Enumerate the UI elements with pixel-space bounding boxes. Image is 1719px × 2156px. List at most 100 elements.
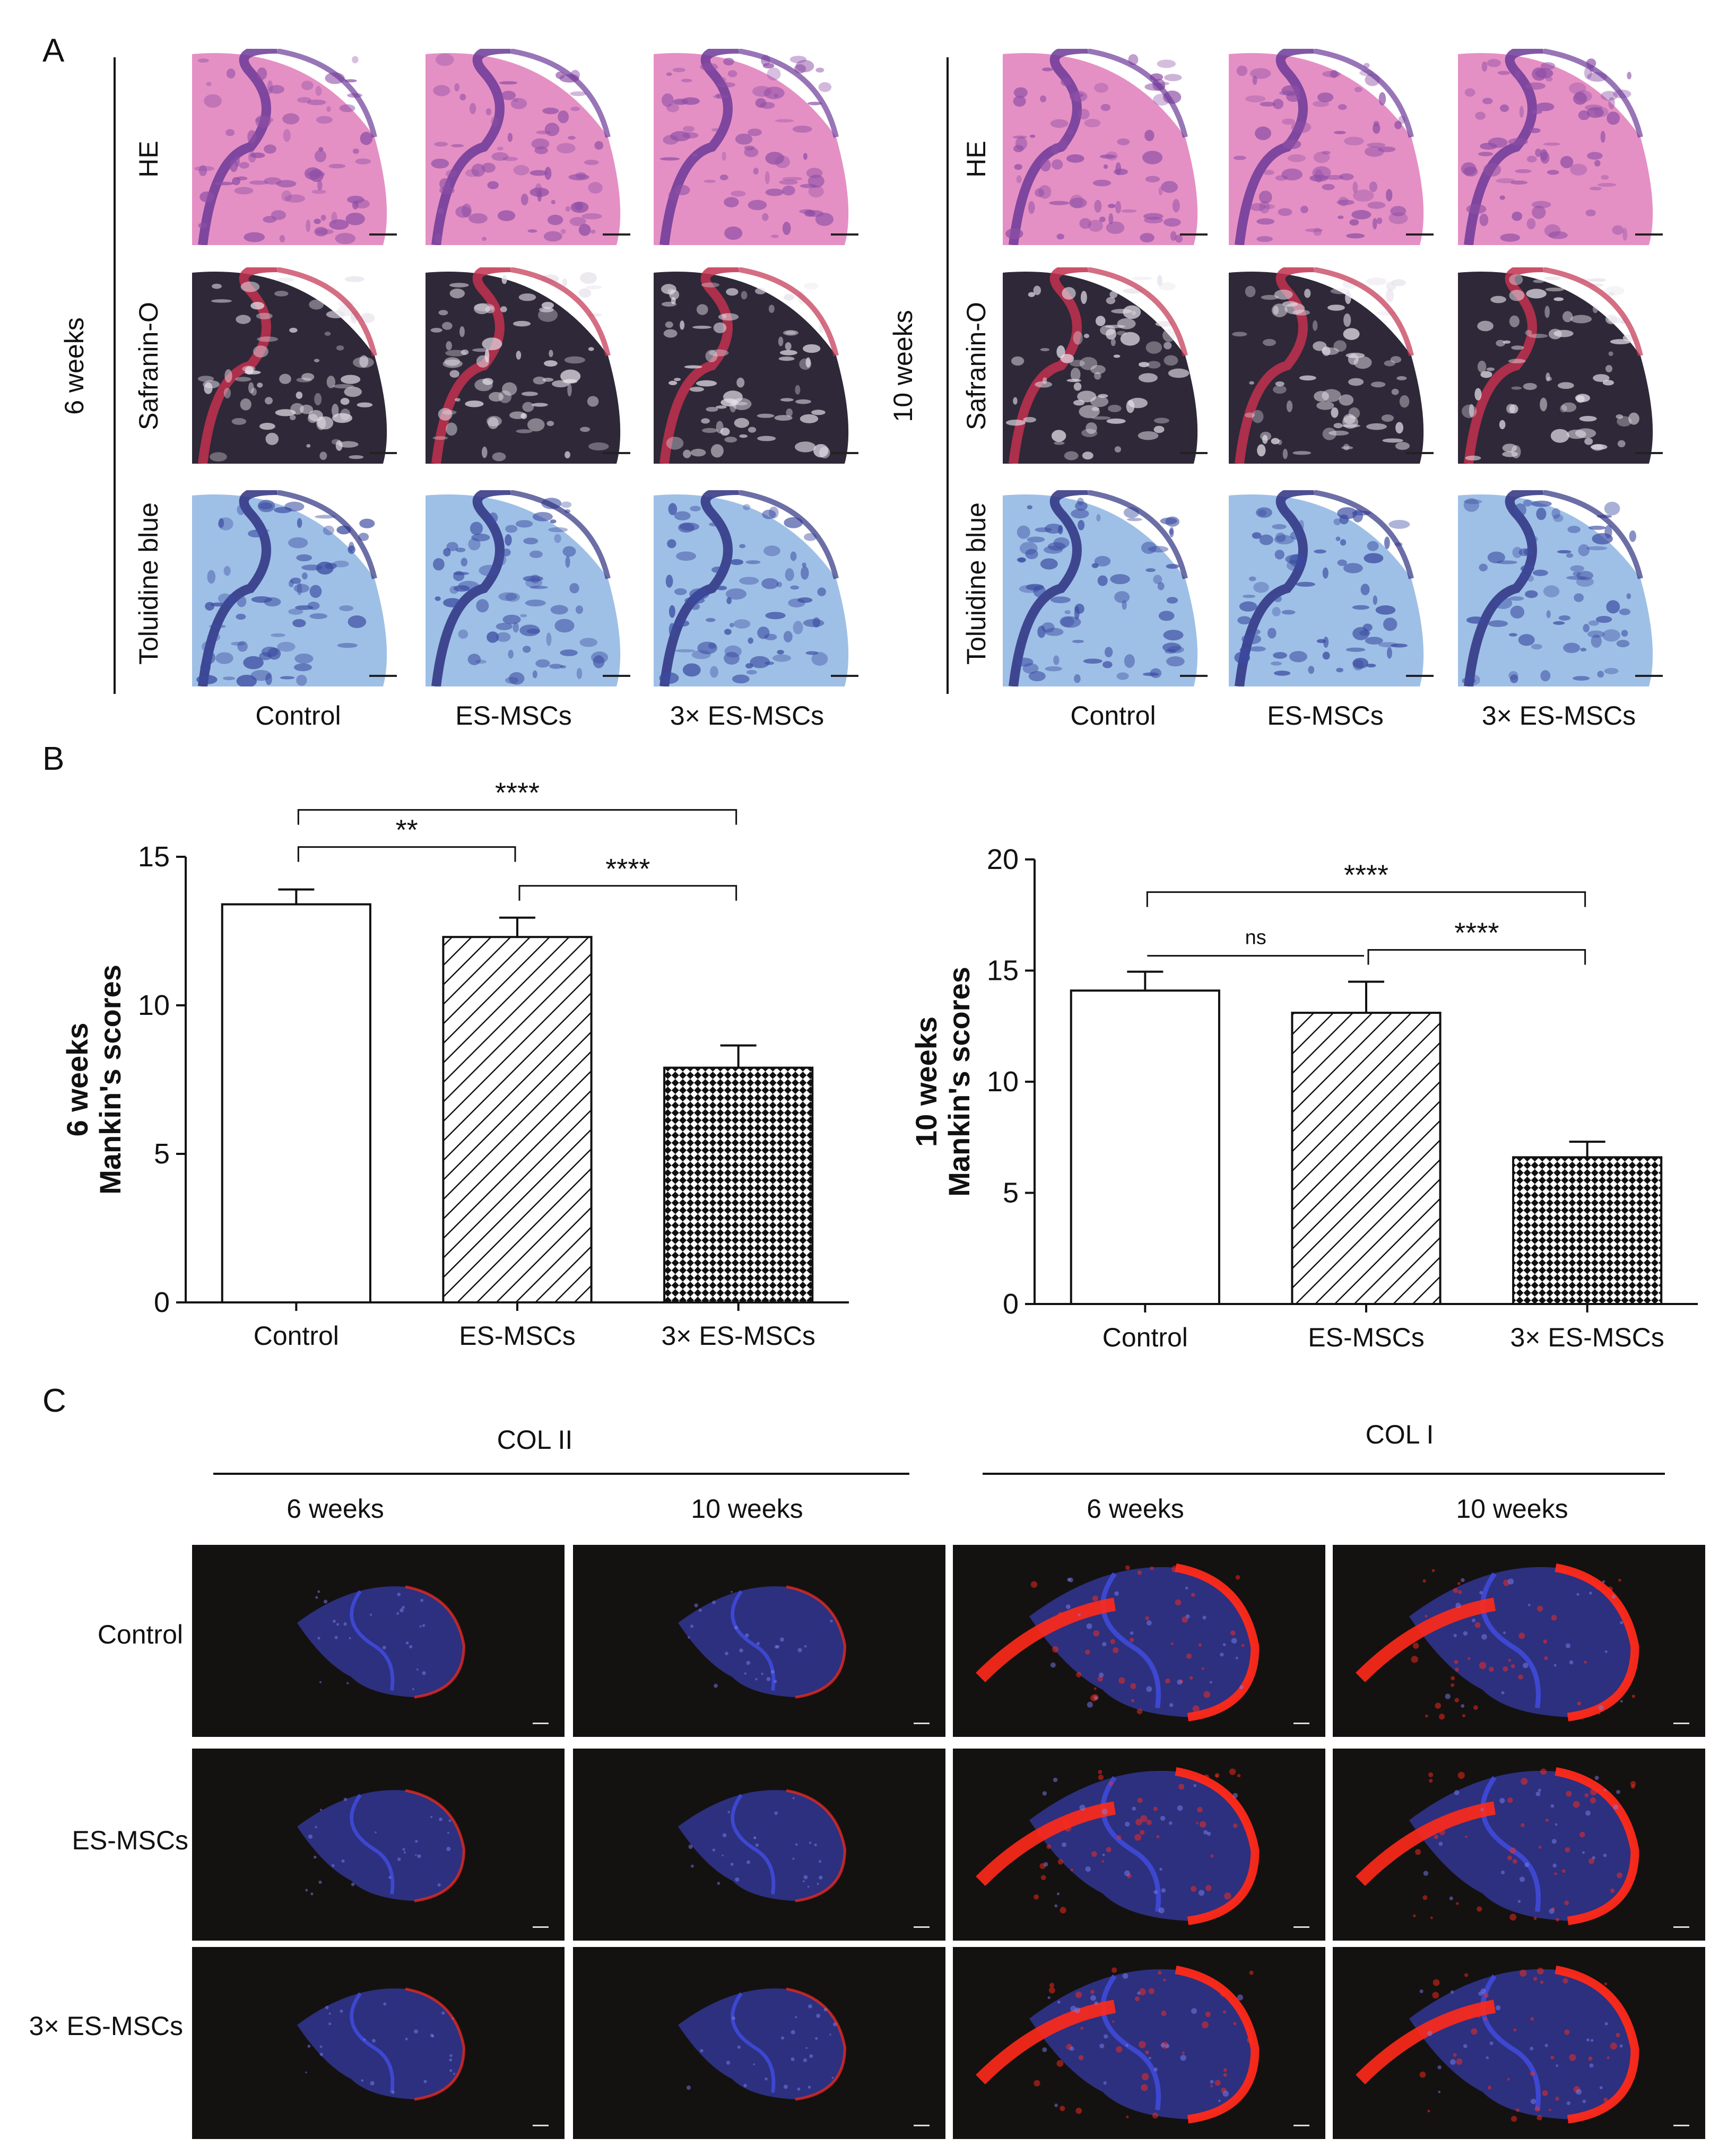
group-bracket-6-weeks xyxy=(114,57,116,694)
fluorescence-image xyxy=(192,1545,565,1737)
scale-bar xyxy=(1406,452,1434,454)
significance-label: ns xyxy=(1245,927,1266,949)
y-tick-label: 15 xyxy=(987,955,1019,987)
bar-control xyxy=(221,903,371,1304)
x-tick-label: Control xyxy=(254,1321,339,1351)
group-label-es-mscs: ES-MSCs xyxy=(1267,701,1384,731)
x-tick-label: ES-MSCs xyxy=(459,1321,575,1351)
scale-bar xyxy=(1406,233,1434,236)
scale-bar xyxy=(369,675,397,677)
scale-bar xyxy=(1180,233,1208,236)
scale-bar xyxy=(603,452,630,454)
fluorescence-image xyxy=(573,1749,945,1941)
histology-image-safranin-o xyxy=(426,267,638,464)
row-label-control: Control xyxy=(97,1620,183,1649)
group-label-es-mscs: ES-MSCs xyxy=(455,701,572,731)
scale-bar xyxy=(831,233,858,236)
time-label-10-weeks: 10 weeks xyxy=(691,1494,803,1524)
time-label-6-weeks: 6 weeks xyxy=(1087,1494,1184,1524)
y-axis-label: 10 weeksMankin's scores xyxy=(909,967,976,1197)
scale-bar xyxy=(1293,2125,1309,2126)
histology-image-safranin-o xyxy=(654,267,866,464)
fluorescence-image xyxy=(192,1749,565,1941)
significance-label: **** xyxy=(495,777,540,809)
group-bracket-10-weeks xyxy=(947,57,949,694)
scale-bar xyxy=(369,233,397,236)
stain-label-safranin-o: Safranin-O xyxy=(134,302,163,430)
significance-bracket: **** xyxy=(1367,917,1586,965)
bar-es-mscs xyxy=(442,936,593,1303)
scale-bar xyxy=(1635,233,1663,236)
significance-label: **** xyxy=(1344,859,1388,891)
scale-bar xyxy=(1293,1926,1309,1928)
histology-image-he xyxy=(426,49,638,245)
y-tick-label: 10 xyxy=(987,1066,1019,1098)
histology-image-safranin-o xyxy=(192,267,404,464)
y-tick-label: 5 xyxy=(154,1138,170,1170)
fluorescence-image xyxy=(953,1947,1325,2139)
significance-label: ** xyxy=(396,814,418,846)
marker-underline-col-i xyxy=(983,1473,1665,1475)
scale-bar xyxy=(1673,1926,1689,1928)
group-label-3x-es-mscs: 3× ES-MSCs xyxy=(670,701,824,731)
scale-bar xyxy=(831,452,858,454)
stain-label-safranin-o: Safranin-O xyxy=(961,302,991,430)
scale-bar xyxy=(533,2125,549,2126)
scale-bar xyxy=(533,1926,549,1928)
fluorescence-image xyxy=(573,1947,945,2139)
row-label-3x-es-mscs: 3× ES-MSCs xyxy=(29,2011,183,2041)
histology-image-toluidine-blue xyxy=(1458,490,1670,686)
y-tick-label: 10 xyxy=(138,989,170,1021)
scale-bar xyxy=(1180,452,1208,454)
y-tick-label: 0 xyxy=(1003,1288,1019,1320)
row-label-es-mscs: ES-MSCs xyxy=(72,1825,188,1855)
time-label-10-weeks: 10 weeks xyxy=(888,310,918,422)
bar-3-es-mscs xyxy=(1512,1156,1663,1306)
fluorescence-image xyxy=(953,1545,1325,1737)
significance-label: **** xyxy=(1454,917,1499,949)
panel-label-b: B xyxy=(42,741,65,777)
histology-image-he xyxy=(1229,49,1441,245)
histology-image-he xyxy=(1003,49,1215,245)
stain-label-he: HE xyxy=(134,141,163,178)
significance-bracket: **** xyxy=(518,853,737,901)
y-tick-label: 15 xyxy=(138,841,170,873)
scale-bar xyxy=(603,233,630,236)
scale-bar xyxy=(1293,1723,1309,1724)
histology-image-safranin-o xyxy=(1458,267,1670,464)
significance-label: **** xyxy=(605,853,650,885)
time-label-6-weeks: 6 weeks xyxy=(286,1494,384,1524)
bar-3-es-mscs xyxy=(663,1066,814,1303)
histology-image-he xyxy=(192,49,404,245)
scale-bar xyxy=(914,1926,930,1928)
y-axis-label: 6 weeksMankin's scores xyxy=(60,964,127,1195)
marker-underline-col-ii xyxy=(213,1473,909,1475)
scale-bar xyxy=(1635,452,1663,454)
scale-bar xyxy=(1635,675,1663,677)
histology-image-safranin-o xyxy=(1229,267,1441,464)
scale-bar xyxy=(1673,1723,1689,1724)
histology-image-toluidine-blue xyxy=(192,490,404,686)
histology-image-toluidine-blue xyxy=(1229,490,1441,686)
x-tick-label: 3× ES-MSCs xyxy=(1510,1323,1664,1352)
histology-image-toluidine-blue xyxy=(1003,490,1215,686)
group-label-control: Control xyxy=(255,701,341,731)
marker-label-col-i: COL I xyxy=(1365,1420,1434,1449)
panel-label-a: A xyxy=(42,32,65,69)
scale-bar xyxy=(914,1723,930,1724)
scale-bar xyxy=(1406,675,1434,677)
stain-label-he: HE xyxy=(961,141,991,178)
group-label-3x-es-mscs: 3× ES-MSCs xyxy=(1481,701,1636,731)
x-tick-label: ES-MSCs xyxy=(1308,1323,1424,1352)
fluorescence-image xyxy=(953,1749,1325,1941)
panel-b-chart-10-weeks: 0 5 10 15 20 10 weeksMankin's scores Control ES… xyxy=(860,764,1719,1382)
fluorescence-image xyxy=(1333,1749,1705,1941)
fluorescence-image xyxy=(192,1947,565,2139)
bar-control xyxy=(1070,989,1220,1305)
y-tick-label: 0 xyxy=(154,1286,170,1318)
scale-bar xyxy=(831,675,858,677)
scale-bar xyxy=(1180,675,1208,677)
significance-bracket: **** xyxy=(1146,859,1586,907)
panel-b-chart-6-weeks: 0 5 10 15 6 weeksMankin's scores Control ES-MS… xyxy=(0,764,860,1382)
bar-es-mscs xyxy=(1291,1012,1442,1305)
